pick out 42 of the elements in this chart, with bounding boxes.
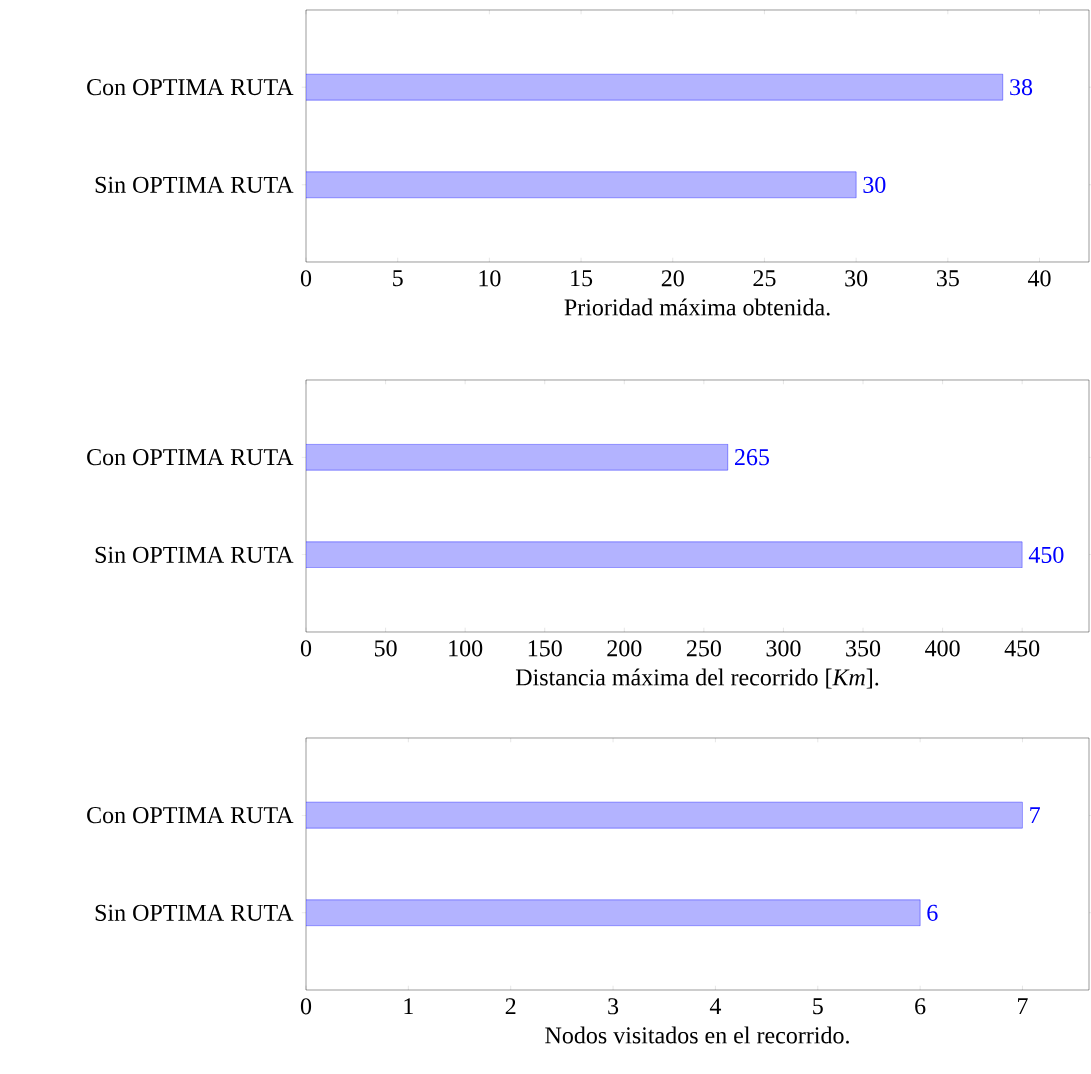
x-tick-label: 3 <box>608 998 619 1015</box>
x-tick-label: 400 <box>925 640 960 657</box>
x-tick-label: 250 <box>686 640 721 657</box>
y-tick-label: Con OPTIMA RUTA <box>87 449 294 466</box>
data-label: 450 <box>1028 546 1064 563</box>
x-tick-label: 20 <box>661 270 684 287</box>
y-tick-label: Sin OPTIMA RUTA <box>95 904 294 921</box>
data-label: 6 <box>927 904 938 921</box>
x-tick-label: 15 <box>571 270 593 287</box>
x-tick-label: 40 <box>1027 270 1051 287</box>
x-tick-label: 1 <box>404 998 413 1015</box>
x-tick-label: 7 <box>1018 998 1028 1014</box>
x-tick-label: 150 <box>528 640 562 657</box>
data-label: 30 <box>863 176 886 193</box>
x-tick-label: 35 <box>936 270 959 287</box>
data-label: 38 <box>1010 79 1033 96</box>
x-tick-label: 450 <box>1004 640 1040 657</box>
x-axis-title: Distancia máxima del recorrido [Km]. <box>515 668 879 689</box>
x-tick-label: 0 <box>300 270 312 287</box>
x-tick-label: 6 <box>915 998 926 1015</box>
x-tick-label: 300 <box>766 640 801 657</box>
y-tick-label: Con OPTIMA RUTA <box>87 807 294 824</box>
data-label: 265 <box>735 449 769 466</box>
x-axis-title: Nodos visitados en el recorrido. <box>545 1026 849 1044</box>
y-tick-label: Sin OPTIMA RUTA <box>95 546 294 563</box>
y-tick-label: Con OPTIMA RUTA <box>87 79 294 96</box>
data-label: 7 <box>1030 807 1040 824</box>
y-tick-label: Sin OPTIMA RUTA <box>95 176 294 193</box>
x-tick-label: 200 <box>607 640 642 657</box>
x-tick-label: 30 <box>845 270 868 287</box>
x-tick-label: 25 <box>753 270 776 287</box>
x-tick-label: 5 <box>813 998 823 1015</box>
x-tick-label: 10 <box>479 270 501 287</box>
x-tick-label: 0 <box>300 998 312 1015</box>
x-tick-label: 4 <box>709 998 722 1014</box>
x-tick-label: 0 <box>300 640 312 657</box>
x-tick-label: 2 <box>505 998 516 1015</box>
x-tick-label: 350 <box>846 640 881 657</box>
x-axis-title: Prioridad máxima obtenida. <box>564 298 830 316</box>
x-tick-label: 50 <box>374 640 397 657</box>
x-tick-label: 100 <box>449 640 483 657</box>
x-tick-label: 5 <box>393 270 403 287</box>
